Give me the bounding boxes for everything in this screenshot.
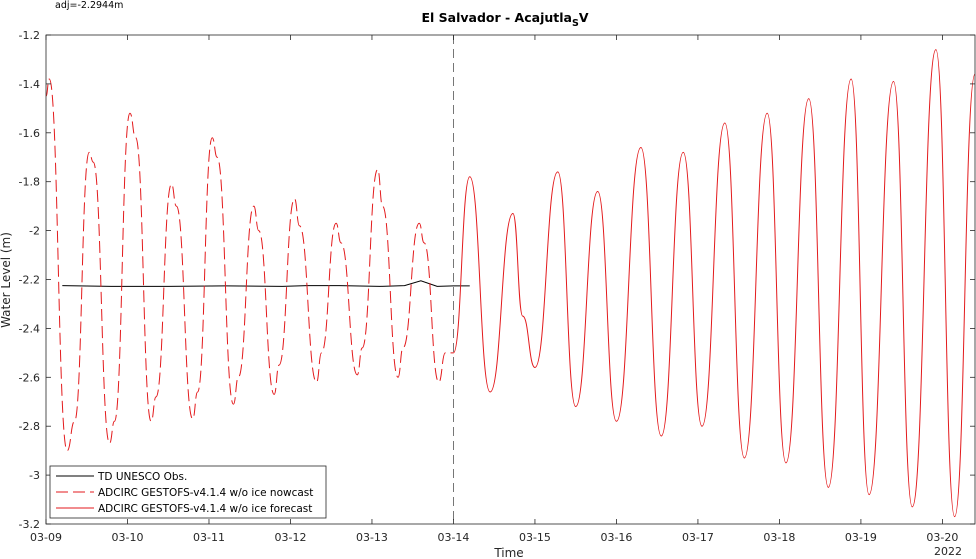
- adjustment-note: adj=-2.2944m: [55, 0, 123, 11]
- legend-label-obs: TD UNESCO Obs.: [97, 471, 187, 483]
- y-tick-label: -1.6: [19, 127, 40, 140]
- y-tick-label: -1.8: [19, 176, 40, 189]
- series-obs-line: [62, 280, 470, 287]
- x-tick-label: 03-20: [926, 531, 958, 544]
- y-tick-label: -2: [29, 225, 40, 238]
- x-tick-label: 03-11: [193, 531, 225, 544]
- y-tick-label: -2.8: [19, 420, 40, 433]
- y-tick-label: -3.2: [19, 518, 40, 531]
- x-tick-label: 03-13: [356, 531, 388, 544]
- legend-box: [49, 465, 327, 519]
- y-tick-label: -3: [29, 469, 40, 482]
- legend-label-nowcast: ADCIRC GESTOFS-v4.1.4 w/o ice nowcast: [98, 487, 313, 499]
- y-tick-label: -2.6: [19, 371, 40, 384]
- x-year-label: 2022: [934, 545, 962, 558]
- chart-title: El Salvador - AcajutlaSV: [421, 10, 588, 29]
- x-tick-label: 03-09: [30, 531, 62, 544]
- x-axis-label: Time: [493, 546, 523, 559]
- x-tick-label: 03-10: [112, 531, 144, 544]
- y-axis-label: Water Level (m): [0, 232, 13, 328]
- x-tick-label: 03-17: [682, 531, 714, 544]
- y-tick-label: -1.2: [19, 29, 40, 42]
- chart-title-sub: S: [572, 18, 579, 29]
- x-tick-label: 03-14: [437, 531, 469, 544]
- plot-area: [46, 35, 975, 524]
- series-nowcast-line: [45, 78, 454, 452]
- series-forecast-line: [452, 49, 976, 518]
- y-tick-label: -2.4: [19, 322, 40, 335]
- x-tick-label: 03-18: [763, 531, 795, 544]
- chart-title-tail: V: [579, 10, 589, 25]
- x-tick-label: 03-16: [600, 531, 632, 544]
- x-tick-label: 03-15: [519, 531, 551, 544]
- chart-title-main: El Salvador - Acajutla: [421, 10, 571, 25]
- x-tick-label: 03-19: [845, 531, 877, 544]
- legend: TD UNESCO Obs. ADCIRC GESTOFS-v4.1.4 w/o…: [49, 465, 327, 519]
- legend-label-forecast: ADCIRC GESTOFS-v4.1.4 w/o ice forecast: [98, 503, 312, 515]
- y-tick-label: -2.2: [19, 274, 40, 287]
- x-tick-label: 03-12: [274, 531, 306, 544]
- y-tick-label: -1.4: [19, 78, 40, 91]
